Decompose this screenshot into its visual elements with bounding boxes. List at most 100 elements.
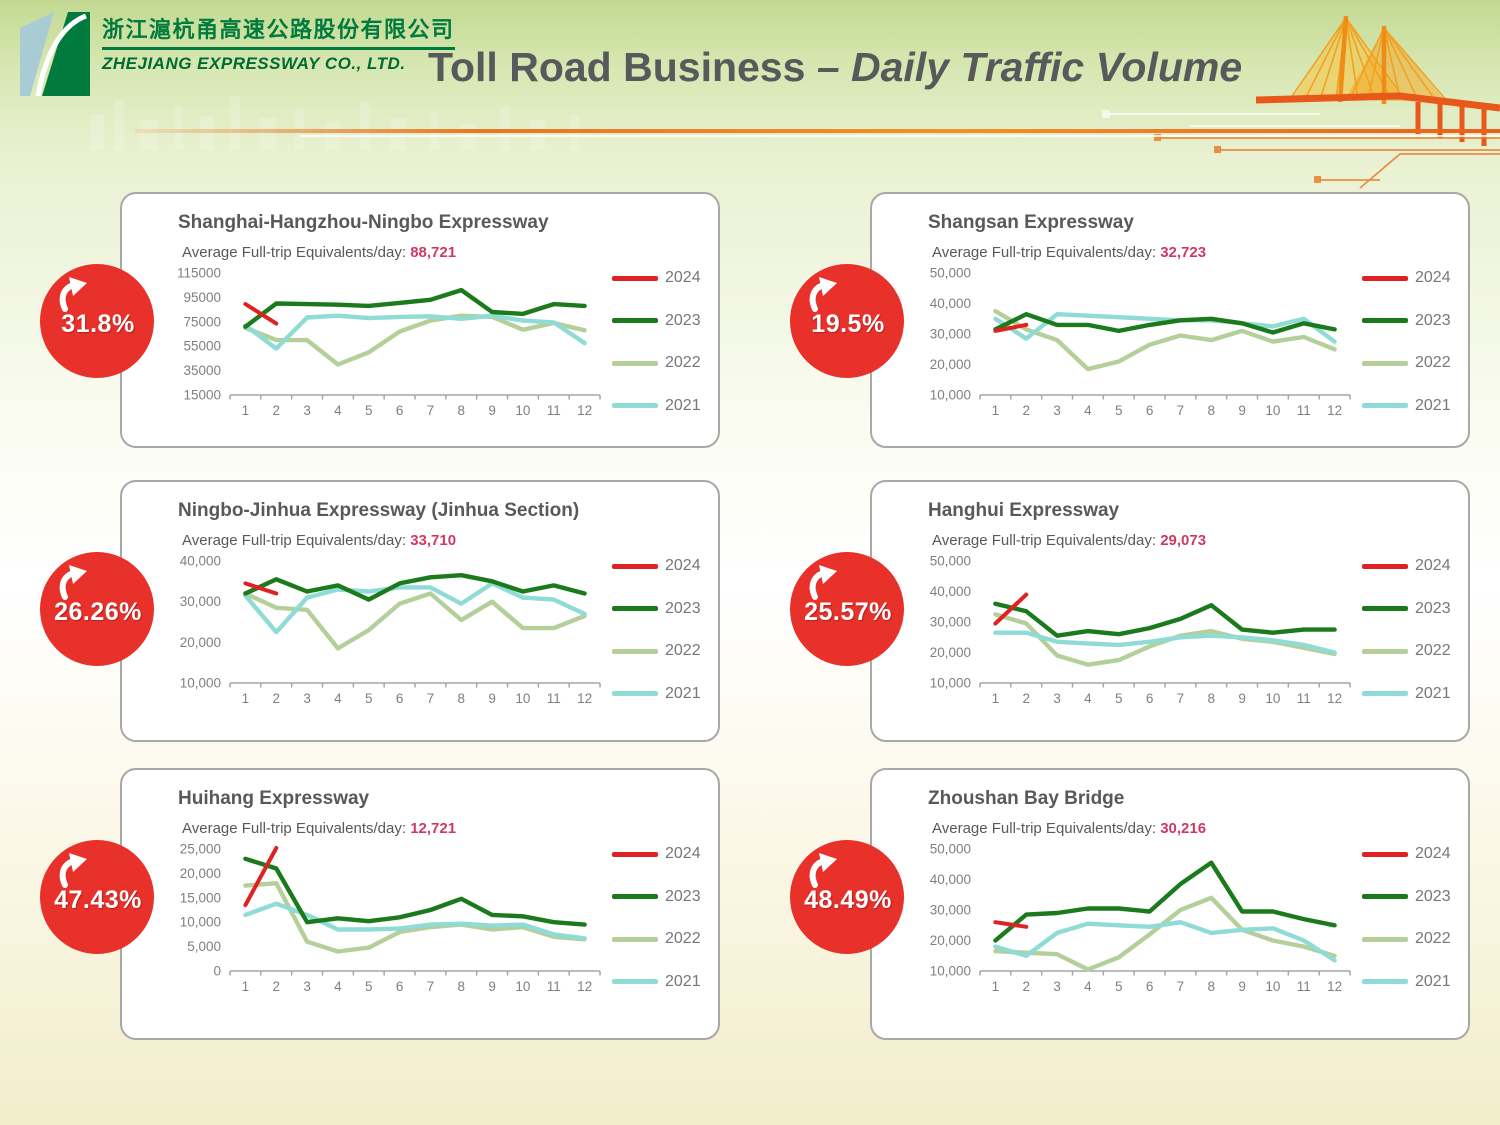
up-arrow-icon bbox=[59, 277, 87, 312]
legend-label: 2024 bbox=[1415, 269, 1451, 286]
svg-text:1: 1 bbox=[242, 403, 250, 418]
line-chart: 25,000 20,000 15,000 10,000 5,000 0 1 2 3 4 5 6 7 8 9 1… bbox=[168, 839, 610, 1004]
legend-label: 2021 bbox=[1415, 396, 1451, 414]
svg-text:11: 11 bbox=[1297, 403, 1311, 418]
svg-text:4: 4 bbox=[334, 403, 342, 418]
legend-label: 2023 bbox=[665, 599, 701, 617]
chart-row: 40,000 30,000 20,000 10,000 1 2 3 4 5 6 7 8 9 10 11 12 2… bbox=[168, 551, 710, 716]
growth-value: 26.26% bbox=[54, 598, 142, 626]
svg-text:4: 4 bbox=[1084, 691, 1092, 706]
legend-label: 2023 bbox=[665, 311, 701, 329]
growth-value: 48.49% bbox=[804, 886, 892, 914]
growth-badge: 47.43% bbox=[40, 840, 154, 954]
svg-text:55000: 55000 bbox=[183, 339, 221, 354]
legend-swatch bbox=[1362, 979, 1408, 985]
legend-label: 2024 bbox=[665, 557, 701, 574]
svg-text:9: 9 bbox=[488, 979, 496, 994]
svg-text:5: 5 bbox=[1115, 979, 1123, 994]
svg-text:115000: 115000 bbox=[177, 266, 221, 281]
svg-text:8: 8 bbox=[457, 691, 465, 706]
legend-swatch bbox=[612, 360, 658, 366]
svg-text:12: 12 bbox=[1327, 403, 1342, 418]
legend-entry: 2022 bbox=[612, 930, 710, 948]
legend-swatch bbox=[1362, 403, 1408, 409]
panel-hanghui: 25.57% Hanghui Expressway Average Full-t… bbox=[790, 480, 1470, 742]
avg-line: Average Full-trip Equivalents/day: 32,72… bbox=[932, 244, 1460, 261]
header-divider-highlight bbox=[300, 135, 1500, 137]
legend-swatch bbox=[612, 851, 658, 857]
svg-text:10,000: 10,000 bbox=[180, 676, 221, 691]
panel-title: Ningbo-Jinhua Expressway (Jinhua Section… bbox=[178, 500, 580, 521]
legend-entry: 2023 bbox=[1362, 600, 1460, 618]
legend-label: 2021 bbox=[1415, 972, 1451, 990]
svg-text:11: 11 bbox=[547, 403, 561, 418]
panel-title: Zhoushan Bay Bridge bbox=[928, 788, 1125, 809]
svg-text:5: 5 bbox=[365, 979, 373, 994]
svg-text:11: 11 bbox=[547, 691, 561, 706]
chart-legend: 2024 2023 2022 2021 bbox=[1362, 269, 1460, 415]
svg-text:8: 8 bbox=[1207, 691, 1215, 706]
legend-entry: 2023 bbox=[612, 312, 710, 330]
svg-text:15000: 15000 bbox=[183, 388, 221, 403]
legend-label: 2021 bbox=[665, 972, 701, 990]
growth-value: 47.43% bbox=[54, 886, 142, 914]
legend-label: 2021 bbox=[665, 396, 701, 414]
avg-label: Average Full-trip Equivalents/day: bbox=[932, 244, 1157, 261]
svg-text:12: 12 bbox=[577, 403, 592, 418]
avg-label: Average Full-trip Equivalents/day: bbox=[932, 820, 1157, 837]
avg-label: Average Full-trip Equivalents/day: bbox=[182, 820, 407, 837]
svg-text:6: 6 bbox=[396, 403, 404, 418]
svg-text:10,000: 10,000 bbox=[930, 964, 971, 979]
svg-text:9: 9 bbox=[1238, 403, 1246, 418]
svg-text:10: 10 bbox=[515, 403, 530, 418]
legend-swatch bbox=[612, 936, 658, 942]
legend-swatch bbox=[612, 691, 658, 697]
svg-text:40,000: 40,000 bbox=[930, 584, 971, 599]
avg-line: Average Full-trip Equivalents/day: 33,71… bbox=[182, 532, 710, 549]
chart-legend: 2024 2023 2022 2021 bbox=[612, 845, 710, 991]
legend-swatch bbox=[612, 563, 658, 569]
legend-swatch bbox=[1362, 606, 1408, 612]
avg-value: 30,216 bbox=[1160, 820, 1207, 837]
svg-text:7: 7 bbox=[1177, 691, 1185, 706]
svg-text:3: 3 bbox=[1053, 691, 1061, 706]
legend-swatch bbox=[612, 318, 658, 324]
svg-text:2: 2 bbox=[272, 691, 280, 706]
legend-label: 2022 bbox=[1415, 642, 1451, 660]
svg-text:10: 10 bbox=[515, 691, 530, 706]
avg-label: Average Full-trip Equivalents/day: bbox=[182, 244, 407, 261]
growth-badge: 48.49% bbox=[790, 840, 904, 954]
legend-swatch bbox=[1362, 691, 1408, 697]
legend-swatch bbox=[612, 648, 658, 654]
chart-legend: 2024 2023 2022 2021 bbox=[1362, 557, 1460, 703]
legend-swatch bbox=[1362, 563, 1408, 569]
line-chart: 40,000 30,000 20,000 10,000 1 2 3 4 5 6 7 8 9 10 11 12 bbox=[168, 551, 610, 716]
svg-text:3: 3 bbox=[303, 979, 311, 994]
svg-text:12: 12 bbox=[1327, 691, 1342, 706]
avg-label: Average Full-trip Equivalents/day: bbox=[932, 532, 1157, 549]
svg-text:95000: 95000 bbox=[183, 290, 221, 305]
svg-text:1: 1 bbox=[242, 979, 250, 994]
legend-label: 2023 bbox=[1415, 599, 1451, 617]
avg-value: 88,721 bbox=[410, 244, 457, 261]
legend-swatch bbox=[612, 403, 658, 409]
line-chart: 50,000 40,000 30,000 20,000 10,000 1 2 3 4 5 6 7 8 9 1… bbox=[918, 839, 1360, 1004]
chart-legend: 2024 2023 2022 2021 bbox=[612, 557, 710, 703]
svg-text:5: 5 bbox=[365, 403, 373, 418]
up-arrow-icon bbox=[809, 853, 837, 888]
svg-text:50,000: 50,000 bbox=[930, 554, 971, 569]
panel-title: Shangsan Expressway bbox=[928, 212, 1134, 233]
page-title: Toll Road Business – Daily Traffic Volum… bbox=[428, 44, 1242, 91]
legend-entry: 2024 bbox=[1362, 845, 1460, 863]
legend-entry: 2022 bbox=[1362, 354, 1460, 372]
legend-swatch bbox=[1362, 936, 1408, 942]
growth-badge: 19.5% bbox=[790, 264, 904, 378]
svg-text:2: 2 bbox=[1022, 403, 1030, 418]
svg-text:10: 10 bbox=[1265, 403, 1280, 418]
logo-text: 浙江滬杭甬高速公路股份有限公司 ZHEJIANG EXPRESSWAY CO.,… bbox=[102, 12, 455, 74]
svg-text:1: 1 bbox=[992, 691, 1000, 706]
svg-text:12: 12 bbox=[577, 691, 592, 706]
svg-text:7: 7 bbox=[427, 403, 435, 418]
header: 浙江滬杭甬高速公路股份有限公司 ZHEJIANG EXPRESSWAY CO.,… bbox=[0, 0, 1500, 189]
